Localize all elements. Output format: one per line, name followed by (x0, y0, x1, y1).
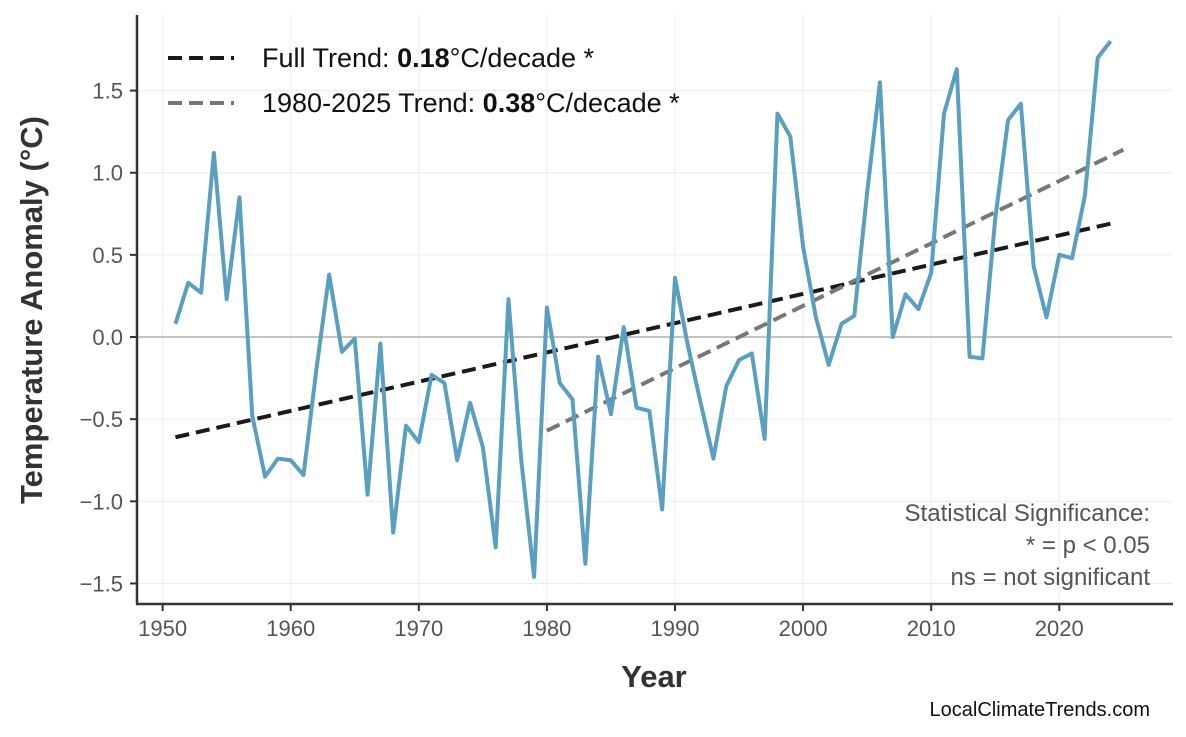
y-ticks: −1.5 −1.0 −0.5 0.0 0.5 1.0 1.5 (80, 79, 137, 596)
x-tick-label: 1980 (522, 616, 571, 641)
y-tick-label: 0.0 (92, 325, 123, 350)
trend-lines (174, 147, 1125, 440)
x-tick-label: 1950 (138, 616, 187, 641)
y-tick-label: −1.0 (80, 489, 123, 514)
significance-note-line: ns = not significant (951, 564, 1151, 591)
y-tick-label: −0.5 (80, 407, 123, 432)
legend-label-recent-trend: 1980-2025 Trend: 0.38°C/decade * (262, 88, 680, 118)
legend: Full Trend: 0.18°C/decade * 1980-2025 Tr… (168, 43, 680, 118)
legend-label-full-trend: Full Trend: 0.18°C/decade * (262, 43, 595, 73)
y-tick-label: 1.0 (92, 161, 123, 186)
significance-note: Statistical Significance: * = p < 0.05 n… (905, 500, 1151, 591)
x-tick-label: 1960 (266, 616, 315, 641)
significance-note-line: * = p < 0.05 (1026, 532, 1150, 559)
y-tick-label: 1.5 (92, 79, 123, 104)
x-tick-label: 2000 (779, 616, 828, 641)
y-tick-label: 0.5 (92, 243, 123, 268)
x-ticks: 1950 1960 1970 1980 1990 2000 2010 2020 (138, 604, 1084, 641)
full-trend-line (174, 221, 1111, 440)
y-axis-label: Temperature Anomaly (°C) (14, 116, 49, 504)
significance-note-line: Statistical Significance: (905, 500, 1150, 527)
x-tick-label: 1970 (394, 616, 443, 641)
anomaly-series-line (173, 40, 1113, 579)
y-tick-label: −1.5 (80, 571, 123, 596)
x-tick-label: 2010 (907, 616, 956, 641)
source-credit: LocalClimateTrends.com (930, 699, 1150, 721)
x-tick-label: 1990 (651, 616, 700, 641)
x-axis-label: Year (621, 659, 687, 694)
data-points (175, 41, 1111, 577)
x-tick-label: 2020 (1035, 616, 1084, 641)
